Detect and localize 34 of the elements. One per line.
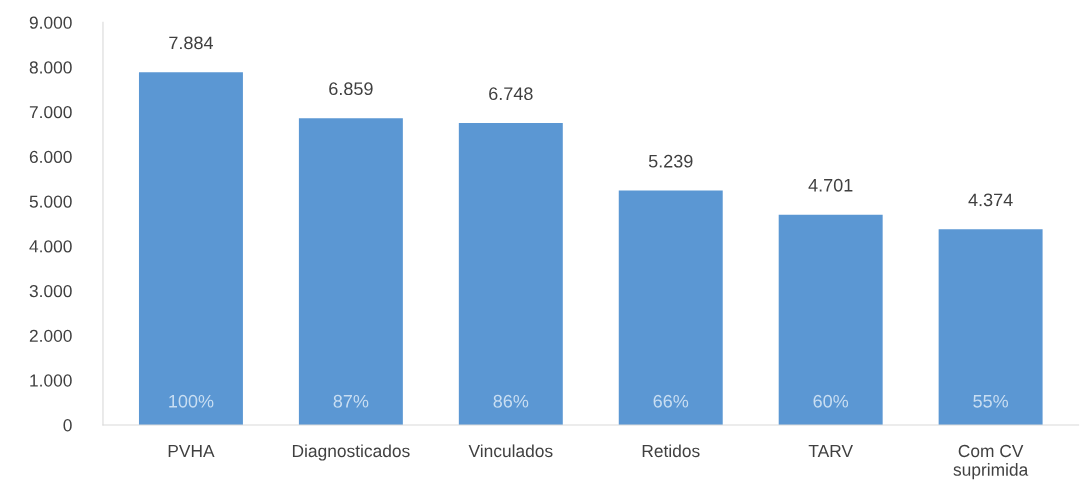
bar — [138, 72, 243, 425]
bar — [938, 229, 1043, 425]
x-tick-label: PVHA — [168, 445, 215, 457]
x-tick-label: Retidos — [642, 444, 700, 458]
bar — [458, 123, 563, 425]
y-tick-label: 9.000 — [29, 16, 72, 29]
y-tick-label: 4.000 — [29, 240, 72, 253]
x-tick-label: TARV — [808, 445, 853, 457]
annotation: 100% — [169, 394, 214, 408]
data-label: 4.374 — [968, 193, 1013, 207]
annotation: 86% — [493, 394, 529, 408]
x-tick-label: Diagnosticados — [292, 444, 410, 461]
y-tick-label: 3.000 — [29, 284, 72, 298]
y-tick-label: 5.000 — [29, 195, 72, 208]
data-label: 4.701 — [808, 178, 853, 192]
annotation: 87% — [333, 394, 369, 408]
y-tick-label: 8.000 — [29, 61, 72, 74]
y-tick-label: 2.000 — [29, 329, 72, 342]
annotation: 60% — [813, 394, 849, 408]
y-tick-label: 7.000 — [29, 105, 72, 119]
data-label: 6.748 — [489, 87, 533, 101]
data-label: 7.884 — [169, 36, 214, 50]
y-tick-label: 1.000 — [30, 374, 72, 387]
x-tick-label: Com CV suprimida — [953, 444, 1029, 480]
bar — [618, 190, 723, 425]
bar — [298, 118, 403, 425]
annotation: 55% — [973, 394, 1009, 408]
annotation: 66% — [653, 394, 689, 408]
data-label: 6.859 — [329, 82, 373, 96]
y-tick-label: 0 — [63, 419, 72, 432]
x-tick-label: Vinculados — [468, 444, 553, 458]
y-tick-label: 6.000 — [29, 150, 72, 164]
bar — [778, 214, 883, 425]
data-label: 5.239 — [648, 154, 693, 168]
